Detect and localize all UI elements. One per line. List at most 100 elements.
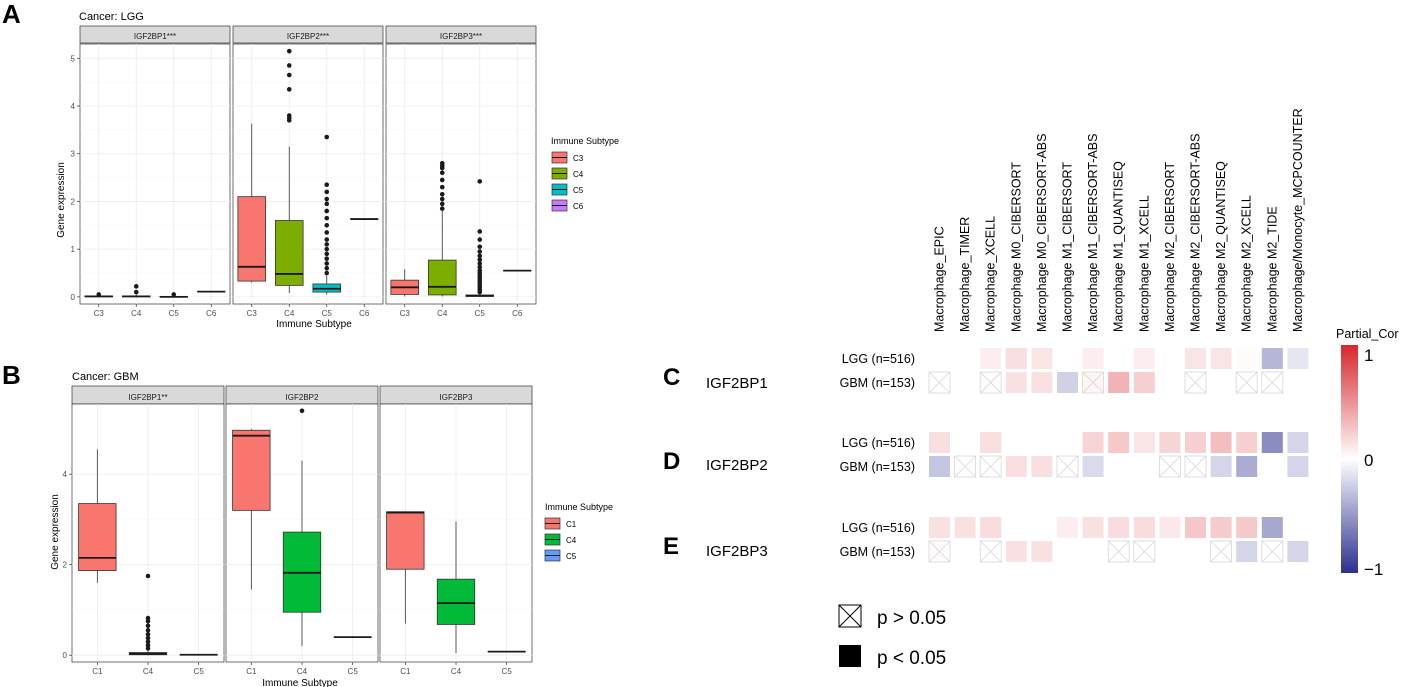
outlier-point (477, 257, 483, 262)
heatmap-cell (1005, 372, 1027, 393)
heatmap-cell (1031, 432, 1053, 453)
heatmap-cell (1261, 456, 1283, 477)
box-c1 (78, 449, 117, 583)
x-tick-label: C6 (359, 309, 370, 318)
heatmap-cell (1005, 541, 1027, 562)
y-tick-label: 2 (63, 561, 68, 570)
heatmap-cell-ns (979, 371, 1002, 394)
outlier-point (324, 196, 330, 202)
box-c5 (159, 292, 189, 298)
facet-strip-label: IGF2BP2*** (287, 32, 329, 41)
heatmap-cell (929, 432, 950, 453)
heatmap-cell (1210, 432, 1232, 453)
panel-letter-b: B (2, 360, 21, 390)
heatmap-cell-ns (954, 455, 976, 478)
legend-item-c4: C4 (551, 167, 584, 180)
outlier-point (324, 201, 330, 207)
panel-a-y-axis-title: Gene expression (56, 162, 67, 238)
heatmap-column-label: Macrophage M1_QUANTISEQ (1112, 161, 1126, 332)
outlier-point (439, 196, 445, 202)
box-body (427, 259, 457, 296)
heatmap-cell (1236, 541, 1258, 562)
outlier-point (286, 63, 292, 68)
box-body (386, 511, 425, 570)
panel-a-legend-title: Immune Subtype (551, 136, 619, 146)
heatmap-cell (1005, 456, 1027, 477)
legend-item-c1: C1 (544, 517, 577, 530)
heatmap-cell (1159, 541, 1181, 562)
heatmap-cell (1185, 541, 1206, 562)
cell-cross (1184, 455, 1207, 478)
heatmap-cell (1236, 432, 1258, 453)
cell-cross (1261, 371, 1284, 394)
heatmap-column-label: Macrophage_XCELL (984, 216, 998, 332)
key-ns-label: p > 0.05 (877, 608, 946, 629)
y-tick-label: 1 (71, 245, 76, 254)
outlier-point (96, 292, 102, 297)
heatmap-row-label: GBM (n=153) (840, 376, 915, 390)
outlier-point (286, 72, 292, 78)
outlier-point (324, 242, 330, 247)
outlier-point (324, 265, 330, 271)
heatmap-cell (1133, 456, 1155, 477)
heatmap-row-label: GBM (n=153) (840, 460, 915, 474)
facet-panel (385, 43, 537, 305)
heatmap-cell (1159, 348, 1181, 369)
heatmap-cell (929, 517, 950, 538)
heatmap-cell (1031, 348, 1053, 369)
heatmap-cell (1031, 372, 1053, 393)
outlier-point (324, 134, 330, 140)
heatmap-cell-ns (1210, 540, 1232, 563)
box-body (237, 196, 267, 282)
x-tick-label: C4 (451, 667, 462, 676)
heatmap-cell-ns (1133, 540, 1156, 563)
x-tick-label: C5 (502, 667, 513, 676)
panel-b-legend: C1 C4 C5 (544, 517, 577, 562)
heatmap-cell-ns (1261, 540, 1284, 563)
heatmap-cell-ns (979, 455, 1002, 478)
key-sig-label: p < 0.05 (877, 648, 946, 669)
y-tick-label: 4 (63, 470, 68, 479)
facet-strip-label: IGF2BP3*** (440, 32, 482, 41)
heatmap-cell-ns (1082, 371, 1104, 394)
x-tick-label: C1 (92, 667, 103, 676)
heatmap-cell (1133, 372, 1155, 393)
partial-correlation-heatmap: Macrophage_EPIC Macrophage_TIMER Macrophag… (663, 108, 1309, 563)
heatmap-column-label: Macrophage M2_CIBERSORT-ABS (1189, 134, 1203, 332)
heatmap-cell (1108, 432, 1130, 453)
heatmap-row-label: LGG (n=516) (842, 352, 915, 366)
y-tick-label: 4 (71, 102, 76, 111)
outlier-point (477, 237, 483, 242)
heatmap-cell (1057, 348, 1078, 369)
heatmap-gene-label: IGF2BP3 (706, 543, 768, 560)
heatmap-cell-ns (928, 540, 951, 563)
outlier-point (145, 642, 151, 648)
heatmap-row-label: GBM (n=153) (840, 545, 915, 559)
legend-label: C5 (573, 186, 584, 195)
facet: IGF2BP1** C1 C4 C5 (71, 385, 225, 676)
heatmap-cell (1210, 372, 1232, 393)
heatmap-cell (954, 432, 976, 453)
outlier-point (324, 208, 330, 214)
x-tick-label: C5 (194, 667, 205, 676)
panel-a-legend: C3 C4 C5 C6 (551, 151, 584, 212)
outlier-point (477, 229, 483, 234)
outlier-point (477, 261, 483, 266)
colorbar (1341, 345, 1358, 573)
outlier-point (145, 623, 151, 629)
heatmap-cell (954, 372, 976, 393)
outlier-point (324, 189, 330, 195)
x-tick-label: C3 (94, 309, 105, 318)
legend-item-c5: C5 (551, 183, 584, 196)
outlier-point (145, 639, 151, 644)
cell-cross (979, 455, 1002, 478)
heatmap-cell-ns (1107, 540, 1130, 563)
heatmap-cell (980, 517, 1002, 538)
box-body (232, 429, 271, 511)
heatmap-cell (1005, 517, 1027, 538)
heatmap-gene-label: IGF2BP1 (706, 375, 768, 392)
heatmap-column-label: Macrophage M2_CIBERSORT (1163, 162, 1177, 332)
cell-cross (1235, 371, 1258, 394)
outlier-point (439, 184, 445, 190)
